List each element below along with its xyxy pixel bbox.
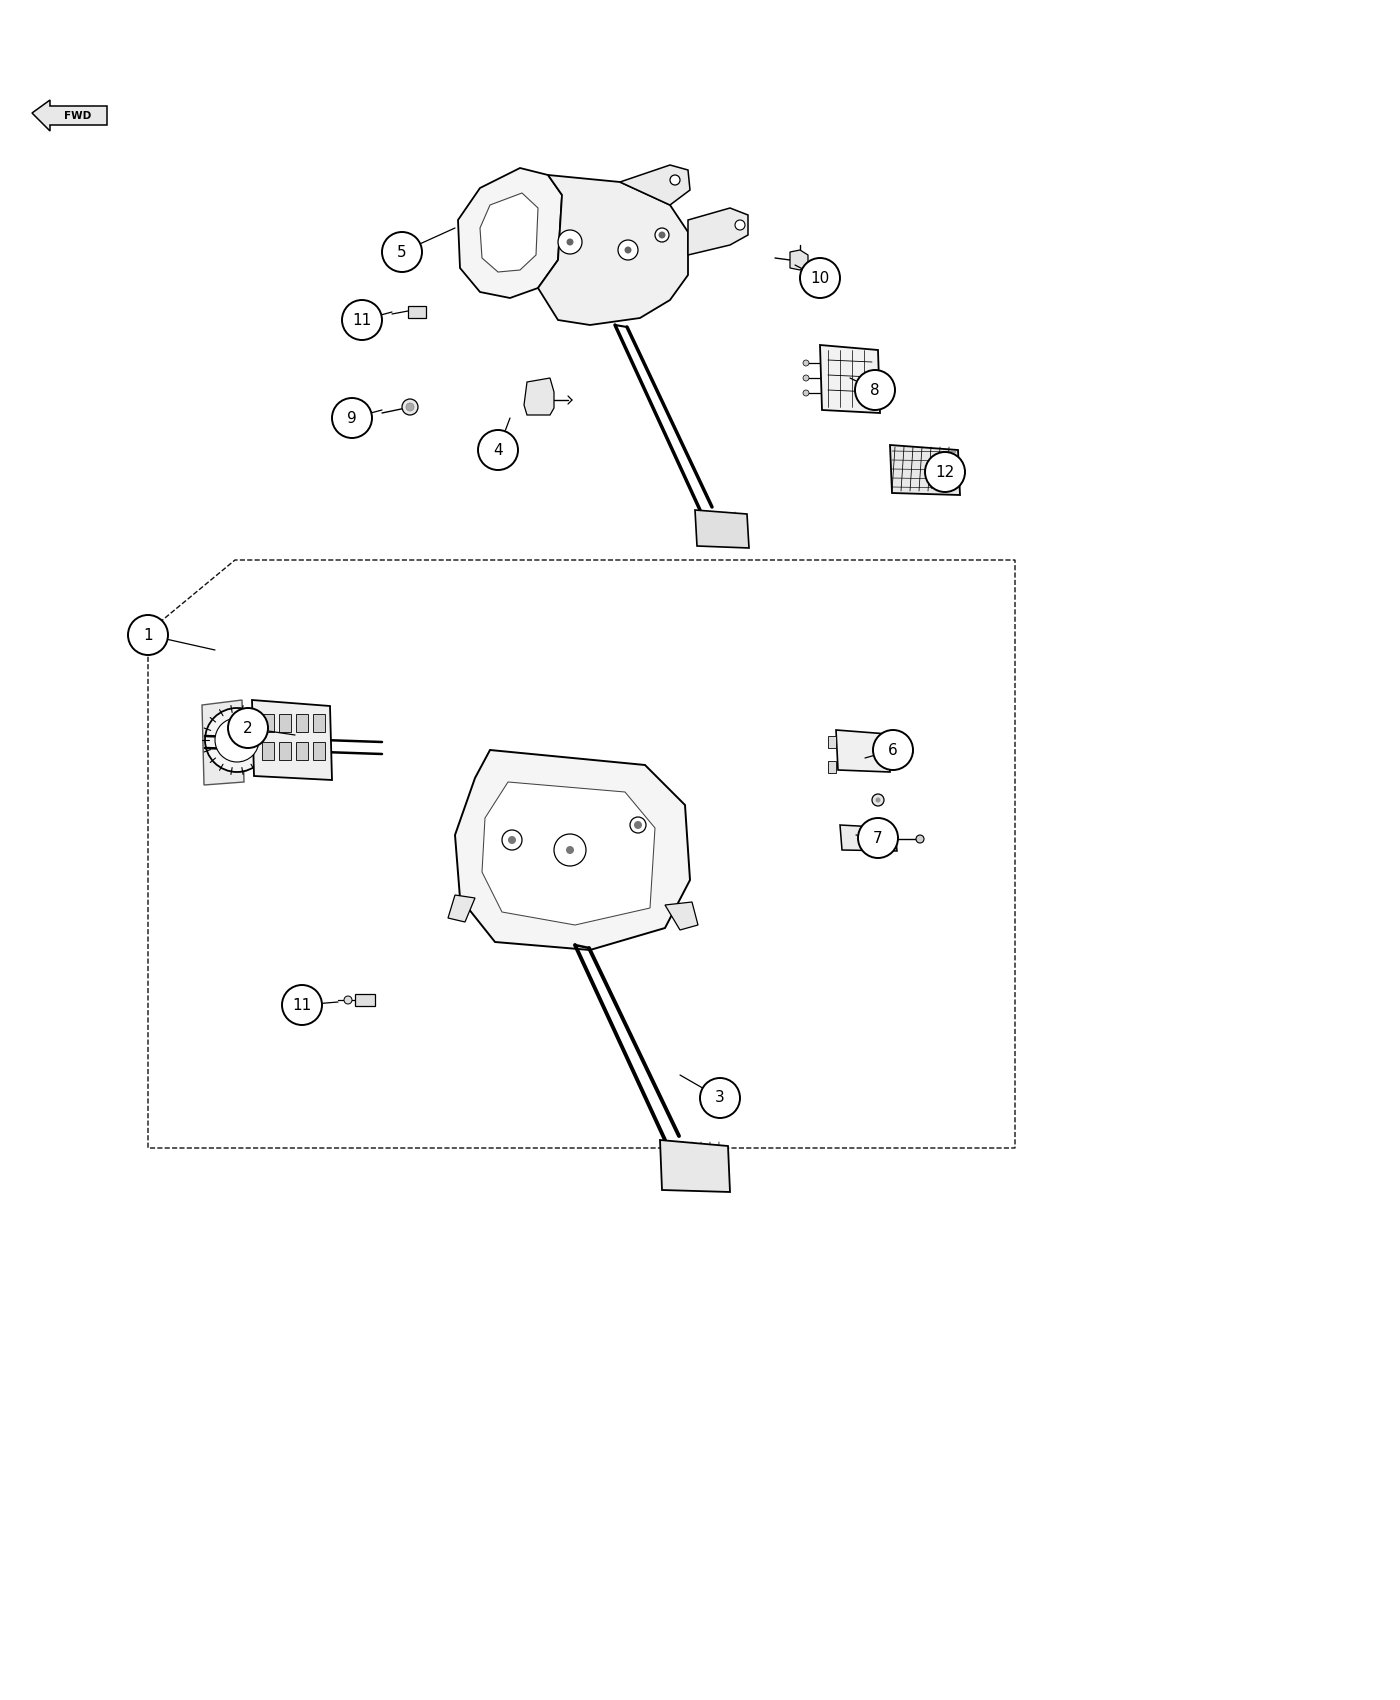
Circle shape [658,231,665,238]
Text: 6: 6 [888,743,897,758]
Polygon shape [790,250,808,270]
Text: 8: 8 [871,382,879,398]
Circle shape [617,240,638,260]
Text: 4: 4 [493,442,503,457]
Polygon shape [694,510,749,547]
Circle shape [228,707,267,748]
Polygon shape [458,168,561,298]
Circle shape [204,707,269,772]
Circle shape [566,847,574,853]
Circle shape [655,228,669,241]
Polygon shape [820,345,881,413]
Circle shape [281,984,322,1025]
Polygon shape [890,445,960,495]
Polygon shape [836,729,890,772]
Circle shape [925,452,965,491]
Polygon shape [32,100,106,131]
Circle shape [127,615,168,654]
Circle shape [700,1078,741,1119]
Polygon shape [620,165,690,206]
FancyBboxPatch shape [262,714,274,733]
Circle shape [406,403,414,411]
Text: 5: 5 [398,245,407,260]
Circle shape [503,830,522,850]
Circle shape [559,230,582,253]
Text: 11: 11 [353,313,371,328]
FancyBboxPatch shape [314,741,325,760]
Circle shape [804,360,809,366]
Text: 7: 7 [874,831,883,845]
Circle shape [630,818,645,833]
Circle shape [735,219,745,230]
Circle shape [916,835,924,843]
Circle shape [342,299,382,340]
FancyBboxPatch shape [827,762,836,774]
FancyBboxPatch shape [279,741,291,760]
Circle shape [382,231,421,272]
Polygon shape [687,207,748,255]
Circle shape [332,398,372,439]
Polygon shape [252,700,332,780]
Circle shape [804,376,809,381]
Circle shape [554,835,587,865]
FancyBboxPatch shape [295,714,308,733]
Polygon shape [665,903,699,930]
Circle shape [477,430,518,469]
FancyBboxPatch shape [356,994,375,1006]
FancyBboxPatch shape [279,714,291,733]
Circle shape [874,729,913,770]
Circle shape [634,821,643,830]
Circle shape [508,836,517,843]
Polygon shape [482,782,655,925]
Polygon shape [659,1141,729,1192]
Text: 11: 11 [293,998,312,1013]
Circle shape [344,996,351,1005]
Polygon shape [455,750,690,950]
Circle shape [402,400,419,415]
Circle shape [872,794,883,806]
Circle shape [216,717,259,762]
Text: 9: 9 [347,410,357,425]
Text: FWD: FWD [64,110,91,121]
Polygon shape [538,175,687,325]
Circle shape [799,258,840,297]
Polygon shape [480,194,538,272]
Text: 12: 12 [935,464,955,479]
FancyBboxPatch shape [827,736,836,748]
Polygon shape [202,700,244,785]
FancyBboxPatch shape [262,741,274,760]
Circle shape [875,797,881,802]
Polygon shape [524,377,554,415]
Circle shape [804,389,809,396]
Polygon shape [448,894,475,921]
Circle shape [858,818,897,858]
Circle shape [855,371,895,410]
Text: 3: 3 [715,1090,725,1105]
Circle shape [624,246,631,253]
FancyBboxPatch shape [407,306,426,318]
Circle shape [904,748,913,756]
FancyBboxPatch shape [295,741,308,760]
Text: 2: 2 [244,721,253,736]
Circle shape [567,238,574,245]
Text: 10: 10 [811,270,830,286]
Circle shape [671,175,680,185]
Polygon shape [840,824,897,852]
FancyBboxPatch shape [314,714,325,733]
Text: 1: 1 [143,627,153,643]
